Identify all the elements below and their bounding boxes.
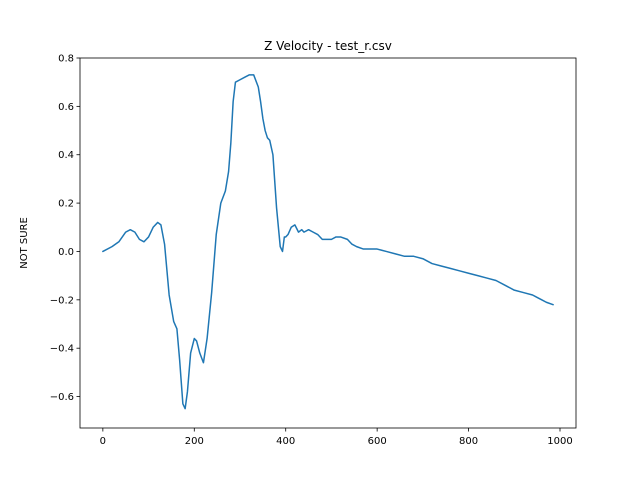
y-tick-label: 0.8	[58, 54, 74, 65]
x-tick-label: 0	[100, 436, 106, 447]
y-tick-label: 0.6	[58, 102, 74, 113]
series-line-0	[102, 74, 554, 410]
y-tick-label: 0.2	[58, 199, 74, 210]
y-tick-label: 0.0	[58, 247, 74, 258]
chart-title: Z Velocity - test_r.csv	[264, 39, 392, 53]
x-tick-label: 400	[276, 436, 295, 447]
x-tick-label: 200	[185, 436, 204, 447]
y-tick-label: −0.2	[50, 295, 74, 306]
plot-frame	[79, 57, 577, 429]
x-tick-label: 600	[368, 436, 387, 447]
y-tick-label: −0.6	[50, 392, 74, 403]
x-tick-label: 1000	[547, 436, 572, 447]
y-axis-label: NOT SURE	[19, 217, 30, 269]
y-tick-label: −0.4	[50, 344, 74, 355]
y-tick-label: 0.4	[58, 150, 74, 161]
plot-area	[102, 74, 554, 410]
x-tick-label: 800	[459, 436, 478, 447]
